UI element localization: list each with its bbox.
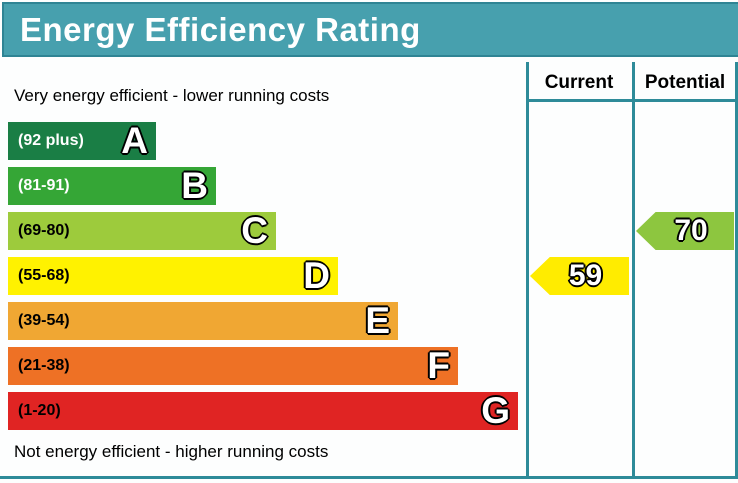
band-letter: D xyxy=(303,255,330,296)
band-range-label: (55-68) xyxy=(18,267,70,284)
band-range-label: (1-20) xyxy=(18,402,61,419)
band-range-label: (39-54) xyxy=(18,312,70,329)
current-rating-value: 59 xyxy=(568,259,603,292)
band-row-f: (21-38) F xyxy=(8,347,458,385)
band-letter: A xyxy=(121,120,148,161)
table-header-underline xyxy=(526,99,738,102)
band-letter: F xyxy=(427,345,450,386)
potential-rating-arrow: 70 xyxy=(636,212,734,250)
table-bottom-line xyxy=(0,476,738,479)
chart-title-bar: Energy Efficiency Rating xyxy=(2,2,738,57)
potential-column-header: Potential xyxy=(644,72,726,93)
band-row-e: (39-54) E xyxy=(8,302,398,340)
band-range-label: (21-38) xyxy=(18,357,70,374)
current-rating-arrow: 59 xyxy=(530,257,629,295)
band-row-d: (55-68) D xyxy=(8,257,338,295)
table-divider-middle xyxy=(632,62,635,478)
band-row-b: (81-91) B xyxy=(8,167,216,205)
table-divider-right xyxy=(735,62,738,478)
band-row-g: (1-20) G xyxy=(8,392,518,430)
bottom-note: Not energy efficient - higher running co… xyxy=(14,442,329,461)
band-range-label: (92 plus) xyxy=(18,132,84,149)
band-letter: E xyxy=(365,300,390,341)
band-row-c: (69-80) C xyxy=(8,212,276,250)
top-note: Very energy efficient - lower running co… xyxy=(14,86,330,105)
chart-title: Energy Efficiency Rating xyxy=(20,10,421,48)
band-letter: C xyxy=(241,210,268,251)
band-letter: B xyxy=(181,165,208,206)
current-column-header: Current xyxy=(544,72,614,93)
band-row-a: (92 plus) A xyxy=(8,122,156,160)
table-divider-left xyxy=(526,62,529,478)
band-range-label: (81-91) xyxy=(18,177,70,194)
potential-rating-value: 70 xyxy=(674,214,708,247)
band-range-label: (69-80) xyxy=(18,222,70,239)
band-letter: G xyxy=(481,390,510,431)
